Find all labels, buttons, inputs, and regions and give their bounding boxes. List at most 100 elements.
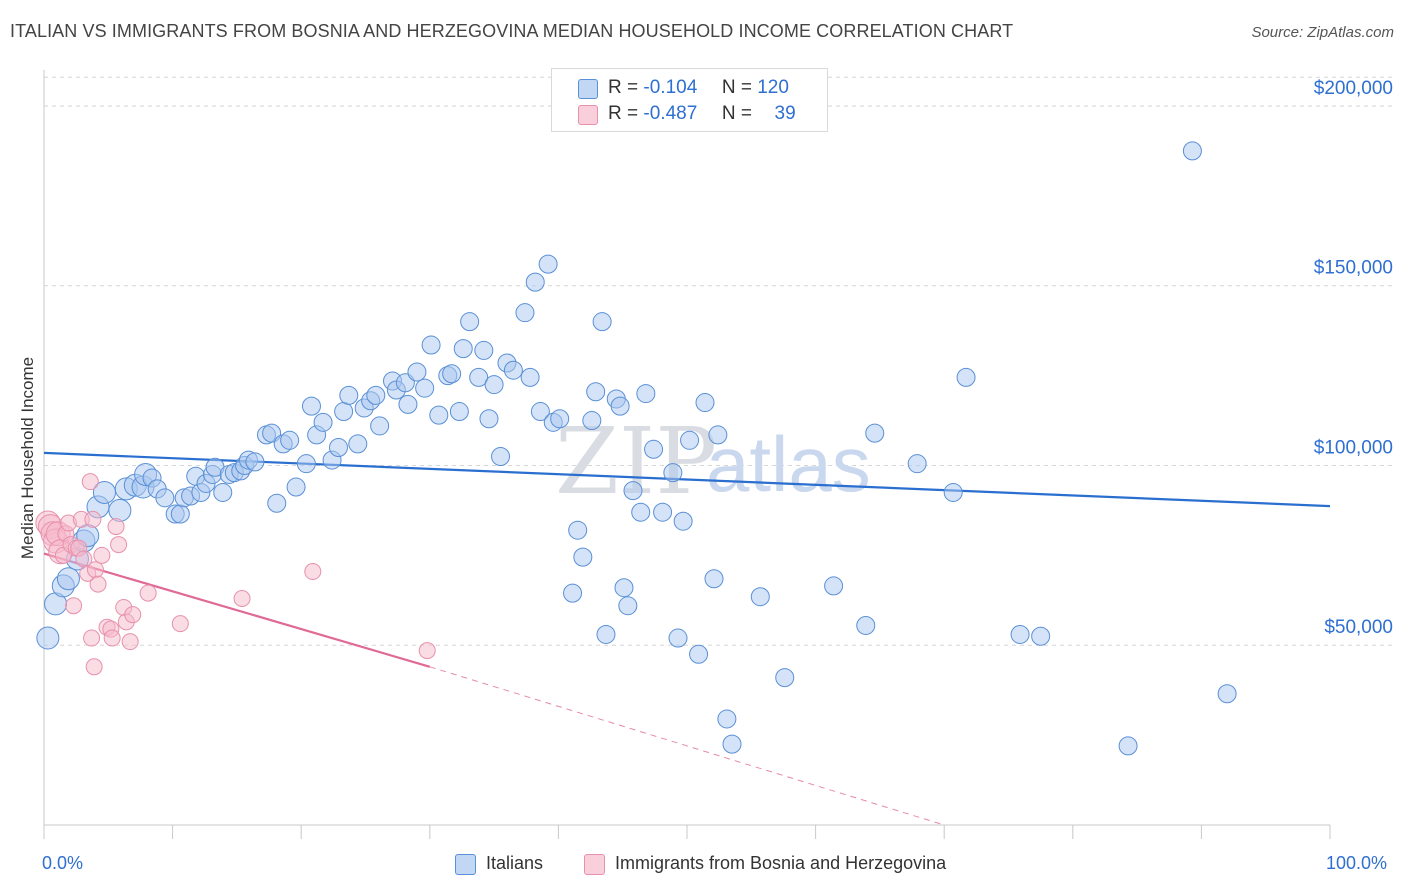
point-italians — [856, 615, 876, 635]
correlation-legend: R = -0.104 N = 120 R = -0.487 N = 39 — [551, 68, 828, 132]
point-italians — [568, 520, 588, 540]
point-italians — [301, 396, 321, 416]
point-italians — [636, 384, 656, 404]
point-bosnia — [89, 575, 107, 593]
y-tick-label: $100,000 — [1314, 437, 1393, 458]
point-italians — [680, 430, 700, 450]
point-italians — [1182, 141, 1202, 161]
point-italians — [469, 367, 489, 387]
point-italians — [943, 482, 963, 502]
axes — [43, 70, 1331, 839]
point-italians — [865, 423, 885, 443]
point-bosnia — [124, 606, 142, 624]
point-italians — [525, 272, 545, 292]
legend-swatch-bosnia — [578, 105, 598, 125]
point-italians — [484, 375, 504, 395]
point-bosnia — [304, 563, 322, 581]
point-italians — [491, 446, 511, 466]
n-label: N = — [721, 77, 752, 98]
point-italians — [717, 709, 737, 729]
point-italians — [213, 482, 233, 502]
r-value-bosnia: -0.487 — [643, 103, 698, 124]
point-italians — [1010, 624, 1030, 644]
point-italians — [750, 587, 770, 607]
point-italians — [653, 502, 673, 522]
point-italians — [538, 254, 558, 274]
point-bosnia — [65, 597, 83, 615]
legend-swatch-italians — [578, 79, 598, 99]
point-italians — [108, 498, 132, 522]
point-italians — [474, 340, 494, 360]
chart-title: ITALIAN VS IMMIGRANTS FROM BOSNIA AND HE… — [10, 21, 1014, 41]
point-italians — [644, 439, 664, 459]
point-bosnia — [107, 518, 125, 536]
point-italians — [623, 481, 643, 501]
point-italians — [907, 454, 927, 474]
point-italians — [442, 364, 462, 384]
point-italians — [668, 628, 688, 648]
point-italians — [398, 394, 418, 414]
point-italians — [296, 454, 316, 474]
watermark-atlas: atlas — [706, 420, 871, 508]
n-value-bosnia: 39 — [774, 103, 796, 124]
point-italians — [280, 430, 300, 450]
bottom-legend-label-bosnia: Immigrants from Bosnia and Herzegovina — [615, 853, 947, 873]
point-italians — [550, 409, 570, 429]
point-italians — [614, 578, 634, 598]
y-tick-label: $150,000 — [1314, 258, 1393, 279]
point-italians — [339, 385, 359, 405]
point-italians — [689, 644, 709, 664]
point-italians — [56, 567, 80, 591]
point-italians — [592, 312, 612, 332]
data-points — [35, 141, 1237, 756]
y-axis-label: Median Household Income — [18, 356, 37, 560]
source-label: Source: ZipAtlas.com — [1251, 24, 1394, 41]
point-italians — [563, 583, 583, 603]
point-italians — [370, 416, 390, 436]
point-italians — [582, 411, 602, 431]
point-italians — [460, 312, 480, 332]
point-italians — [631, 502, 651, 522]
grid-lines — [44, 76, 1395, 646]
point-italians — [573, 547, 593, 567]
point-italians — [824, 576, 844, 596]
point-bosnia — [93, 546, 111, 564]
watermark: ZIP atlas — [555, 408, 871, 515]
point-italians — [170, 504, 190, 524]
point-italians — [313, 412, 333, 432]
bottom-legend-label-italians: Italians — [486, 853, 544, 873]
point-italians — [429, 405, 449, 425]
point-italians — [586, 382, 606, 402]
point-italians — [453, 339, 473, 359]
point-italians — [1031, 626, 1051, 646]
point-italians — [1118, 736, 1138, 756]
point-italians — [708, 425, 728, 445]
point-italians — [155, 488, 175, 508]
x-tick-label-max: 100.0% — [1326, 853, 1388, 873]
trend-line-extension-bosnia — [429, 666, 945, 826]
y-tick-labels: $50,000 $100,000 $150,000 $200,000 — [1314, 78, 1393, 638]
y-tick-label: $200,000 — [1314, 78, 1393, 99]
point-italians — [663, 463, 683, 483]
point-italians — [722, 734, 742, 754]
point-bosnia — [233, 590, 251, 607]
point-bosnia — [103, 629, 121, 647]
point-bosnia — [85, 658, 103, 676]
point-bosnia — [121, 633, 139, 651]
n-value-italians: 120 — [757, 77, 789, 98]
n-label: N = — [721, 103, 752, 124]
x-tick-label-min: 0.0% — [42, 853, 84, 873]
point-italians — [515, 303, 535, 323]
point-bosnia — [139, 584, 157, 602]
point-bosnia — [84, 510, 102, 528]
r-label: R = — [608, 103, 639, 124]
point-bosnia — [83, 629, 101, 647]
point-bosnia — [110, 536, 128, 554]
point-italians — [520, 367, 540, 387]
point-italians — [334, 402, 354, 422]
point-italians — [267, 493, 287, 513]
point-italians — [36, 626, 60, 650]
point-bosnia — [86, 561, 104, 579]
point-italians — [695, 393, 715, 413]
